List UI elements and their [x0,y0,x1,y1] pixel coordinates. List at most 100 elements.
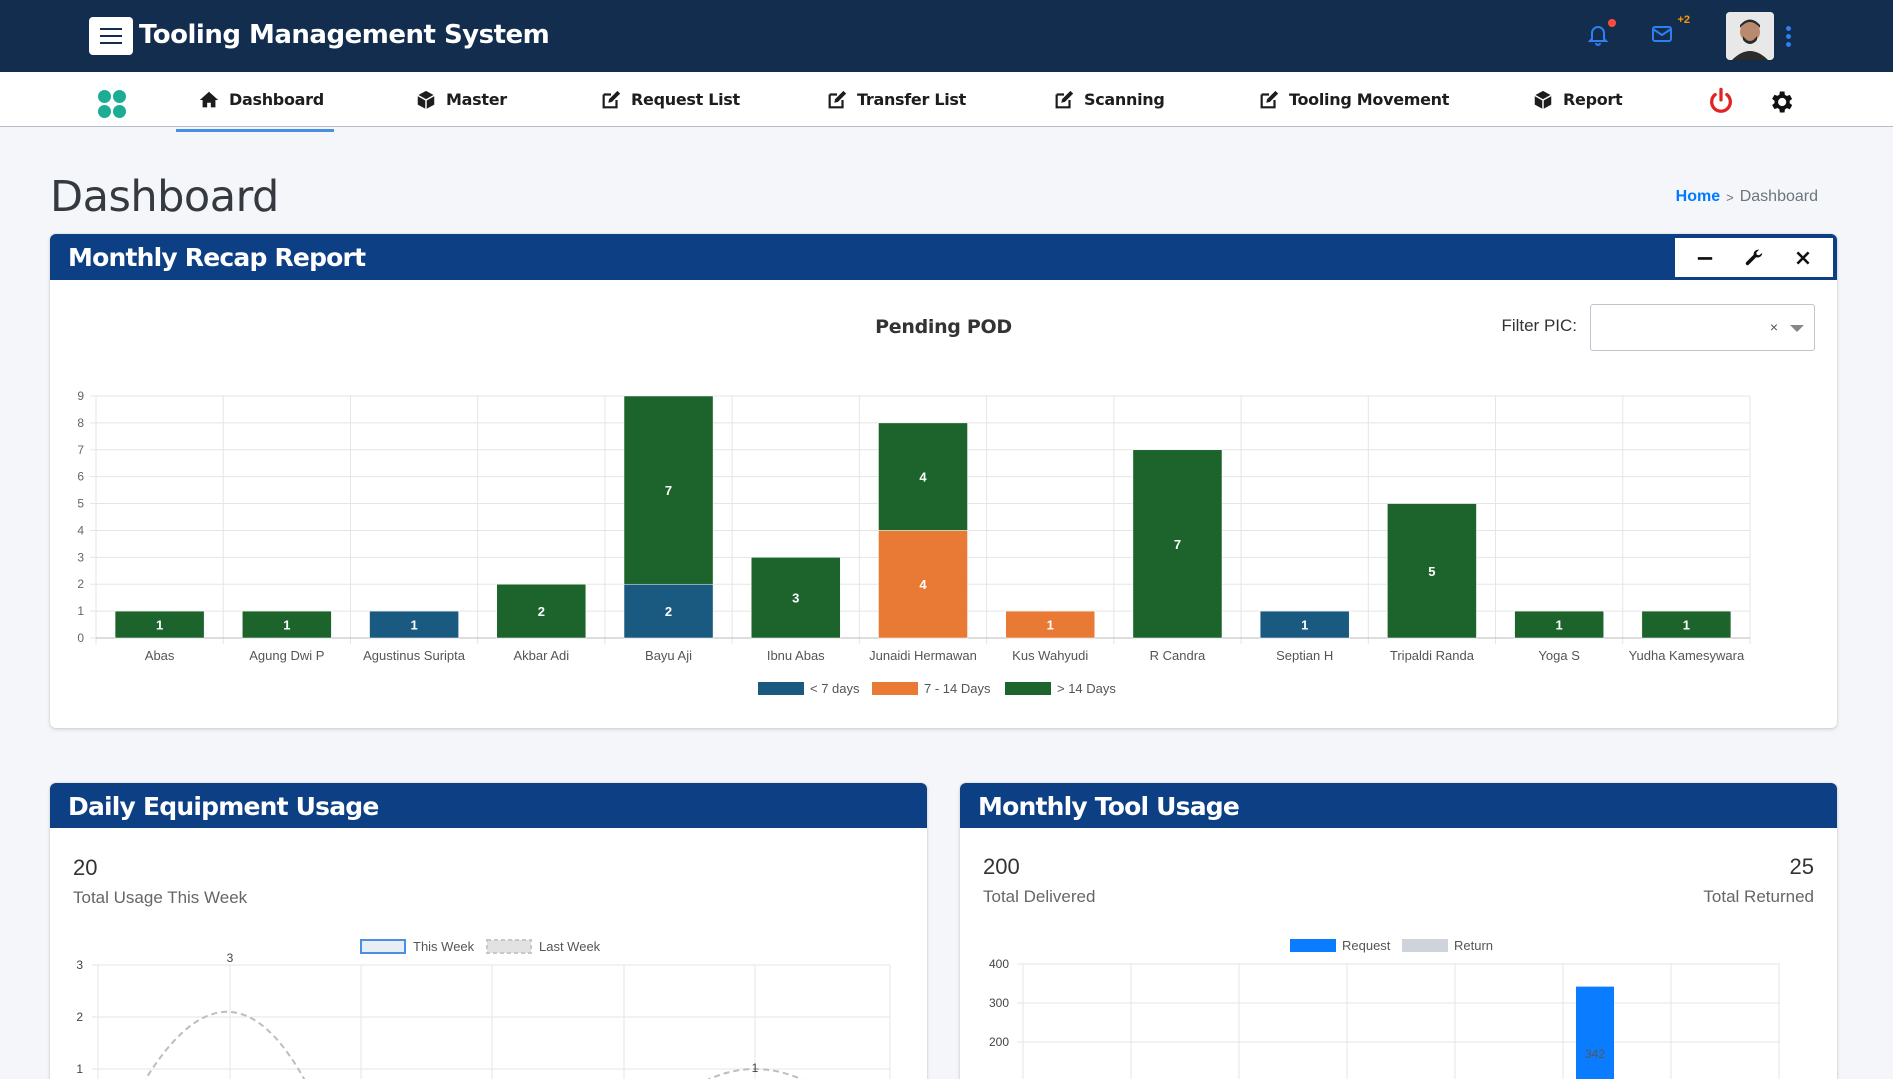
bell-icon [1587,26,1609,46]
last-week-line [707,1068,803,1079]
settings-button[interactable] [1767,88,1795,116]
main-navigation: Dashboard Master Request List Transfer L… [0,72,1893,127]
y-tick-label: 3 [77,550,84,564]
user-avatar[interactable] [1726,12,1774,60]
legend-swatch [872,682,918,695]
chevron-down-icon [1790,325,1804,332]
x-tick-label: Akbar Adi [513,648,569,663]
menu-toggle-button[interactable] [89,17,133,55]
more-options-button[interactable] [1786,26,1791,47]
nav-request-list[interactable]: Request List [600,72,740,127]
data-point-label: 3 [227,951,234,965]
total-returned-label: Total Returned [1703,887,1814,906]
edit-icon [1055,90,1074,108]
filter-pic-select[interactable]: × [1590,304,1815,351]
app-title: Tooling Management System [139,20,550,50]
bar-value-label: 4 [919,577,927,592]
logout-button[interactable] [1707,87,1735,115]
y-tick-label: 200 [989,1035,1009,1049]
gear-icon [1772,91,1793,113]
card-title: Daily Equipment Usage [68,792,379,821]
x-tick-label: Kus Wahyudi [1012,648,1088,663]
bar-value-label: 3 [792,591,799,606]
edit-icon [828,90,847,108]
bar-value-label: 1 [410,618,417,633]
pending-pod-chart: 0 1 2 3 4 5 6 7 8 9 1 Abas 1 Agung Dwi P 1 Agustinus Su… [77,389,1751,696]
bar-value-label: 1 [1556,618,1563,633]
nav-dashboard[interactable]: Dashboard [198,72,324,127]
bar-value-label: 1 [1683,618,1690,633]
legend-swatch [360,939,406,954]
y-tick-label: 400 [989,957,1009,971]
nav-scanning[interactable]: Scanning [1053,72,1165,127]
legend-label: > 14 Days [1057,681,1116,696]
breadcrumb-separator: > [1726,189,1734,205]
bar-segment [496,583,587,639]
bar-segment [1132,449,1223,639]
bar-segment [878,530,968,639]
messages-button[interactable]: +2 [1650,14,1690,50]
x-tick-label: Yoga S [1538,648,1580,663]
x-tick-label: Agung Dwi P [249,648,324,663]
daily-usage-chart: This Week Last Week 1 2 3 3 1 [76,939,891,1079]
data-point-label: 1 [752,1061,759,1075]
y-tick-label: 0 [77,631,84,645]
card-title: Monthly Tool Usage [978,792,1240,821]
y-tick-label: 3 [76,958,83,972]
settings-tool-button[interactable] [1739,243,1769,273]
card-title: Monthly Recap Report [68,243,366,272]
card-header: Monthly Tool Usage [960,783,1837,828]
top-bar: Tooling Management System +2 [0,0,1893,72]
home-icon [199,91,219,107]
nav-master[interactable]: Master [415,72,507,127]
legend-label: Return [1454,938,1493,953]
bar-value-label: 2 [538,604,545,619]
bar-value-label: 1 [1301,618,1308,633]
close-card-button[interactable] [1788,243,1818,273]
total-usage-value: 20 [73,855,98,880]
page-title: Dashboard [50,172,279,222]
collapse-button[interactable] [1690,243,1720,273]
nav-label: Report [1563,90,1623,109]
avatar-image [1726,12,1774,60]
cube-icon [1534,90,1552,109]
bar-segment [623,583,714,639]
y-tick-label: 300 [989,996,1009,1010]
y-tick-label: 2 [76,1010,83,1024]
nav-report[interactable]: Report [1532,72,1623,127]
request-bar [1576,986,1614,1079]
y-tick-label: 1 [76,1062,83,1076]
filter-pic-label: Filter PIC: [1501,316,1577,335]
total-usage-label: Total Usage This Week [73,888,248,907]
breadcrumb-home-link[interactable]: Home [1675,188,1721,205]
x-tick-label: Yudha Kamesywara [1629,648,1745,663]
notification-bell-button[interactable] [1586,19,1616,50]
bar-value-label: 4 [919,470,927,485]
x-tick-label: Bayu Aji [645,648,692,663]
bar-segment [1514,610,1604,639]
x-tick-label: Abas [145,648,175,663]
last-week-line [144,1011,306,1079]
nav-tooling-movement[interactable]: Tooling Movement [1258,72,1449,127]
y-tick-label: 7 [77,443,84,457]
bar-value-label: 1 [283,618,290,633]
nav-label: Request List [631,90,740,109]
y-tick-label: 9 [77,389,84,403]
daily-equipment-card: Daily Equipment Usage 20 Total Usage Thi… [50,783,927,1079]
clear-selection-icon[interactable]: × [1769,319,1778,335]
y-tick-label: 2 [77,577,84,591]
x-tick-label: Agustinus Suripta [363,648,466,663]
notification-dot [1608,19,1616,27]
cube-icon [417,90,435,109]
kebab-icon [1786,26,1791,31]
bar-segment [369,610,459,639]
envelope-icon [1652,26,1672,42]
total-returned-value: 25 [1789,854,1814,879]
brand-logo-icon[interactable] [98,90,128,122]
x-tick-label: R Candra [1150,648,1206,663]
nav-transfer-list[interactable]: Transfer List [826,72,966,127]
legend-swatch [486,939,532,954]
card-header: Daily Equipment Usage [50,783,927,828]
bar-segment [1259,610,1350,639]
tool-usage-chart: Request Return 200 300 400 342 [989,938,1780,1079]
